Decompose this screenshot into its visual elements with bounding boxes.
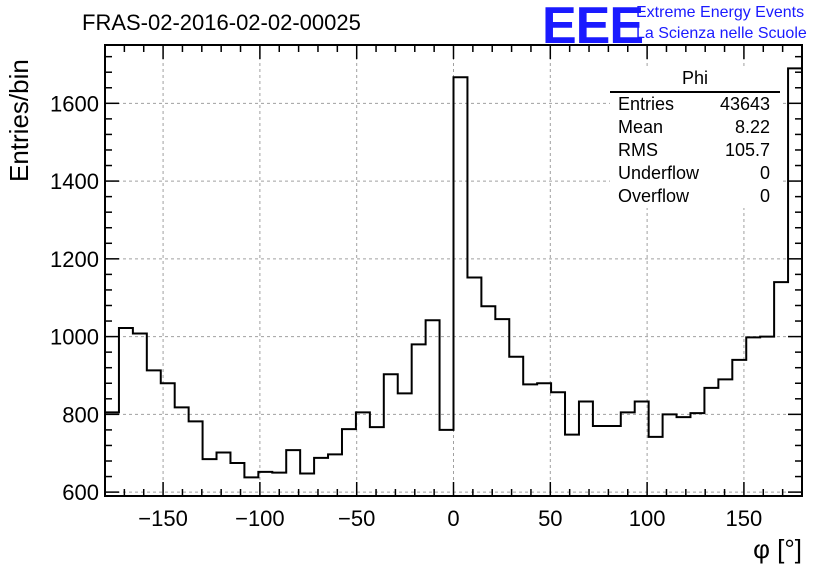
y-tick-label: 800 [62,402,99,427]
plot-frame [104,44,803,497]
stats-label: RMS [618,140,658,160]
x-axis-label: φ [°] [753,534,802,564]
logo-line-1: Extreme Energy Events [636,4,805,21]
y-tick-label: 1000 [50,325,99,350]
chart-title: FRAS-02-2016-02-02-00025 [82,10,361,35]
stats-box: Phi Entries 43643 Mean 8.22 RMS 105.7 Un… [610,68,780,208]
x-tick-label: 100 [629,506,666,531]
logo-line-2: La Scienza nelle Scuole [636,25,807,42]
stats-row-rms: RMS 105.7 [610,139,780,162]
histogram-step-line [105,67,802,479]
stats-value: 43643 [719,94,770,114]
stats-label: Underflow [618,163,700,183]
y-tick-label: 1400 [50,169,99,194]
x-tick-label: −50 [338,506,375,531]
stats-label: Entries [618,94,675,114]
stats-label: Overflow [618,186,690,206]
stats-value: 0 [759,186,770,206]
x-tick-label: 0 [447,506,459,531]
y-tick-label: 600 [62,480,99,505]
tick-labels: −150 −100 −50 0 50 100 150 600 800 1000 1200 1400 16… [50,91,762,531]
stats-title: Phi [610,68,780,93]
stats-row-overflow: Overflow 0 [610,185,780,208]
x-tick-label: −100 [235,506,285,531]
x-tick-label: −150 [138,506,188,531]
stats-value: 105.7 [724,140,770,160]
y-tick-label: 1600 [50,91,99,116]
axis-ticks [104,45,803,496]
stats-value: 0 [759,163,770,183]
stats-value: 8.22 [734,117,770,137]
eee-logo: EEE [542,0,644,55]
y-tick-label: 1200 [50,247,99,272]
x-tick-label: 150 [726,506,763,531]
stats-row-entries: Entries 43643 [610,93,780,116]
stats-label: Mean [618,117,664,137]
stats-row-mean: Mean 8.22 [610,116,780,139]
x-tick-label: 50 [538,506,562,531]
y-axis-label: Entries/bin [4,59,34,182]
stats-row-underflow: Underflow 0 [610,162,780,185]
